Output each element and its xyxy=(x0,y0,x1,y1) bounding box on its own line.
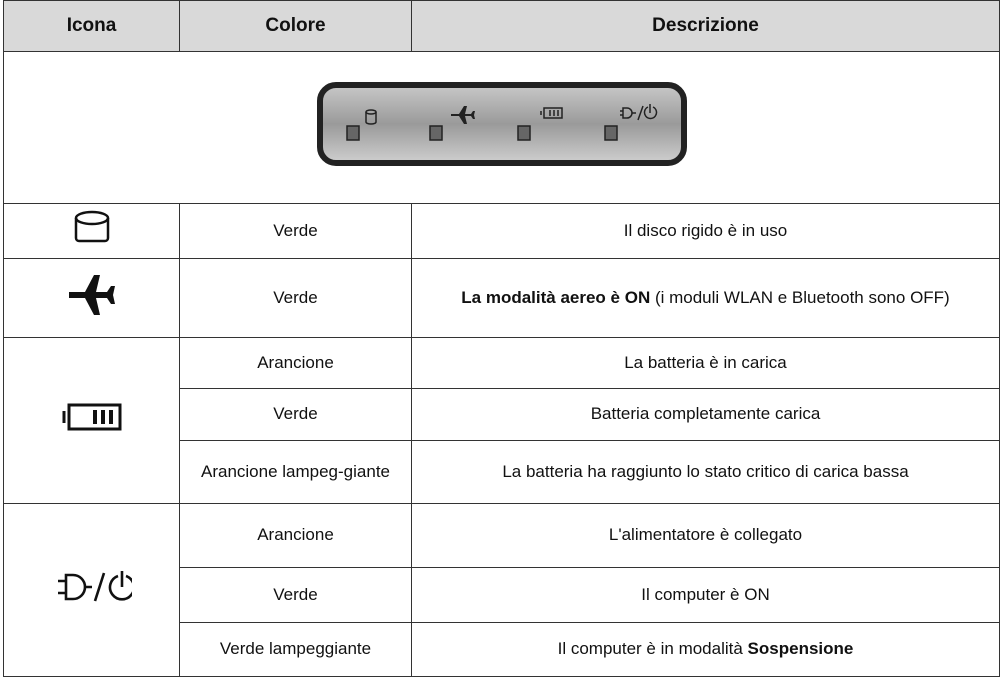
row: Arancione lampeg-giante La batteria ha ra… xyxy=(4,440,1000,504)
row: Arancione L'alimentatore è collegato xyxy=(3,503,1000,677)
icon-cell xyxy=(3,503,180,677)
row: Verde lampeggiante Il computer è in modal… xyxy=(4,622,1000,677)
description-text: Il computer è ON xyxy=(641,584,770,604)
description-cell: Il computer è in modalità Sospensione xyxy=(411,622,1000,677)
led-table: Icona Colore Descrizione Verde Il disco r… xyxy=(3,0,1000,677)
header-cell: Colore xyxy=(179,0,412,52)
description-text: (i moduli WLAN e Bluetooth sono OFF) xyxy=(650,287,950,307)
description-cell: L'alimentatore è collegato xyxy=(411,503,1000,568)
color-cell: Verde xyxy=(179,388,412,441)
icon-cell xyxy=(3,258,180,338)
description-cell: La batteria è in carica xyxy=(411,337,1000,389)
description-text: Il disco rigido è in uso xyxy=(623,220,788,240)
icon xyxy=(68,274,115,315)
row: Verde Il disco rigido è in uso xyxy=(3,203,1000,259)
icon-cell xyxy=(3,203,180,259)
row: Verde La modalità aereo è ON (i moduli WL… xyxy=(3,258,1000,338)
color-cell: Arancione xyxy=(179,337,412,389)
icon xyxy=(74,210,109,243)
header-cell: Icona xyxy=(3,0,180,52)
icon-cell xyxy=(3,337,180,504)
description-cell: La batteria ha raggiunto lo stato critic… xyxy=(411,440,1000,504)
icon xyxy=(62,403,121,431)
description-text: La batteria ha raggiunto lo stato critic… xyxy=(502,461,909,481)
description-text: La batteria è in carica xyxy=(624,352,787,372)
header-cell: Descrizione xyxy=(411,0,1000,52)
panel-cell xyxy=(3,51,1000,204)
row: Arancione La batteria è in carica xyxy=(3,337,1000,504)
color-cell: Arancione xyxy=(179,503,412,568)
color-cell: Arancione lampeg-giante xyxy=(179,440,412,504)
color-cell: Verde xyxy=(179,567,412,623)
led-panel xyxy=(316,82,687,167)
header-row: Icona Colore Descrizione xyxy=(3,0,1000,52)
color-cell: Verde lampeggiante xyxy=(179,622,412,677)
description-cell: Il computer è ON xyxy=(411,567,1000,623)
color-cell: Verde xyxy=(179,258,412,338)
color-cell: Verde xyxy=(179,203,412,259)
description-text: Sospensione xyxy=(747,639,854,659)
description-text: Il computer è in modalità xyxy=(557,639,748,659)
panel-row xyxy=(3,51,1000,204)
table-body: Verde Il disco rigido è in uso Verde La mod… xyxy=(3,51,1000,677)
description-cell: Il disco rigido è in uso xyxy=(411,203,1000,259)
description-cell: La modalità aereo è ON (i moduli WLAN e … xyxy=(411,258,1000,338)
description-text: La modalità aereo è ON xyxy=(461,287,651,307)
description-text: Batteria completamente carica xyxy=(590,404,821,424)
description-cell: Batteria completamente carica xyxy=(411,388,1000,441)
description-text: L'alimentatore è collegato xyxy=(608,525,803,545)
icon xyxy=(57,570,135,602)
